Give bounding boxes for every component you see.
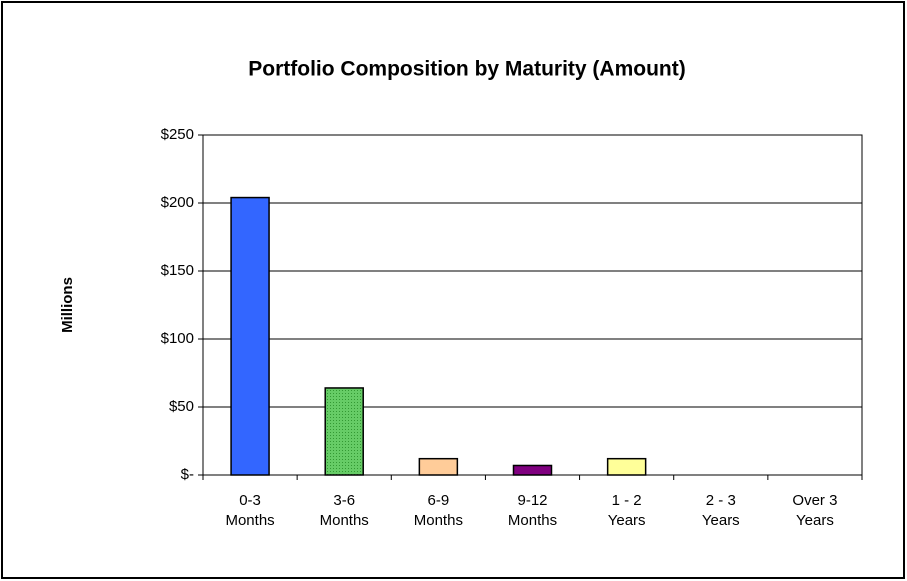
y-tick-label: $50 — [169, 398, 194, 415]
x-tick-label-line: 6-9 — [428, 492, 450, 509]
x-tick-label: 3-6 Months — [320, 492, 369, 529]
bar — [606, 457, 647, 476]
x-tick-label: Over 3 Years — [792, 492, 837, 529]
y-tick-label: $250 — [161, 126, 194, 143]
x-tick-label-line: Months — [320, 512, 369, 529]
chart-title: Portfolio Composition by Maturity (Amoun… — [248, 58, 685, 81]
bar — [418, 457, 459, 476]
plot-area — [202, 134, 863, 476]
x-tick-label: 6-9 Months — [414, 492, 463, 529]
x-tick-label-line: Years — [608, 512, 646, 529]
x-tick-label-line: Months — [414, 512, 463, 529]
y-axis-title: Millions — [59, 277, 76, 333]
bar — [230, 196, 270, 476]
x-tick-label-line: 0-3 — [239, 492, 261, 509]
x-tick-label-line: Months — [508, 512, 557, 529]
x-tick-label-line: Months — [225, 512, 274, 529]
x-tick-label-line: Years — [796, 512, 834, 529]
x-tick-label-line: Years — [702, 512, 740, 529]
bar — [512, 464, 553, 476]
x-tick-label-line: 2 - 3 — [706, 492, 736, 509]
x-tick-label-line: 3-6 — [333, 492, 355, 509]
x-tick-label-line: 9-12 — [517, 492, 547, 509]
x-tick-label: 1 - 2 Years — [608, 492, 646, 529]
x-tick-label: 9-12 Months — [508, 492, 557, 529]
y-tick-label: $- — [181, 466, 194, 483]
x-tick-label-line: Over 3 — [792, 492, 837, 509]
y-tick-label: $200 — [161, 194, 194, 211]
bar — [324, 387, 364, 476]
x-tick-label: 0-3 Months — [225, 492, 274, 529]
x-tick-label-line: 1 - 2 — [612, 492, 642, 509]
x-tick-label: 2 - 3 Years — [702, 492, 740, 529]
y-tick-label: $100 — [161, 330, 194, 347]
y-tick-label: $150 — [161, 262, 194, 279]
